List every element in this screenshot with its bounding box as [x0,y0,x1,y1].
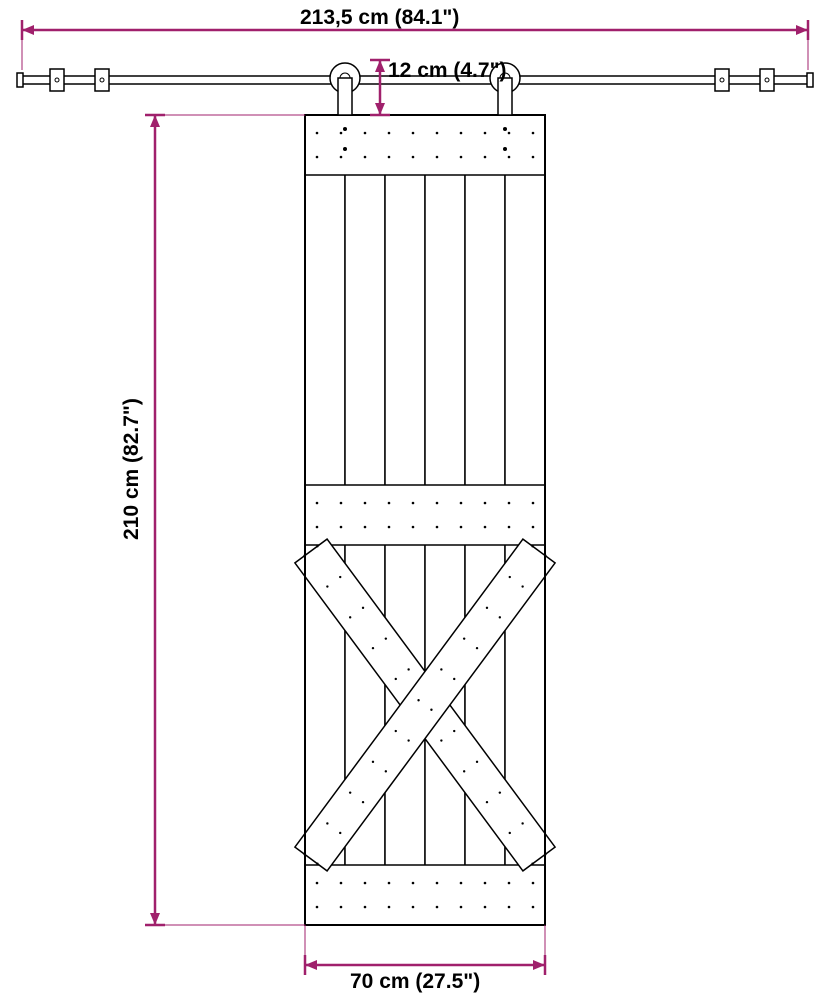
dim-rail-length: 213,5 cm (84.1") [300,6,459,30]
dim-hanger-height: 12 cm (4.7") [388,60,414,82]
dim-door-width: 70 cm (27.5") [350,970,480,994]
dim-door-height: 210 cm (82.7") [120,398,144,540]
